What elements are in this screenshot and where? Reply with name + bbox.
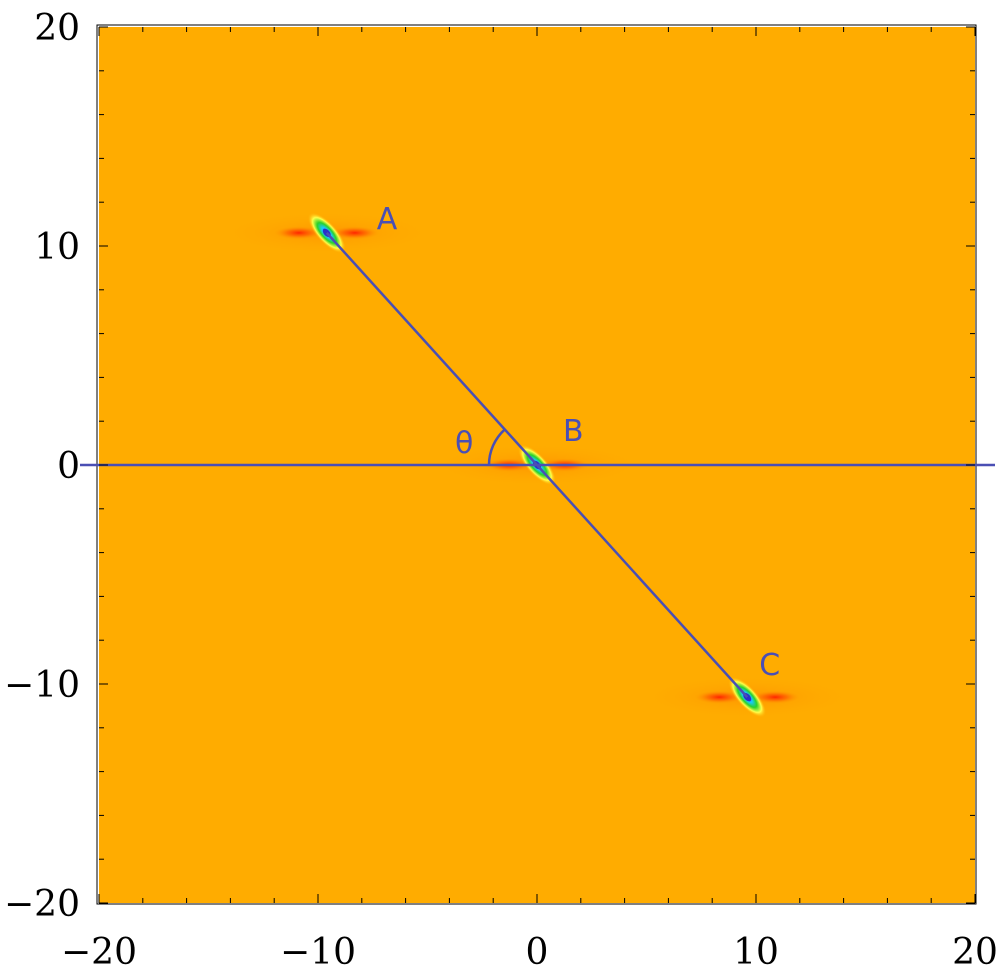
y-tick-label: 20 bbox=[34, 8, 80, 49]
axis-ticks bbox=[98, 26, 976, 904]
y-tick-label: −10 bbox=[4, 665, 80, 706]
x-tick-label: −10 bbox=[280, 932, 356, 973]
angle-arc bbox=[487, 428, 506, 466]
x-tick-label: 0 bbox=[526, 932, 549, 973]
x-tick-label: −20 bbox=[61, 932, 137, 973]
red-lobe-right-a bbox=[328, 225, 381, 240]
y-tick-label: −20 bbox=[4, 884, 80, 925]
angle-label: θ bbox=[455, 426, 473, 461]
point-label-a: A bbox=[377, 202, 398, 237]
red-lobe-right-c bbox=[749, 690, 802, 705]
x-tick-label: 10 bbox=[733, 932, 779, 973]
point-labels: A B C bbox=[377, 202, 780, 683]
point-label-c: C bbox=[759, 648, 780, 683]
y-tick-label: 10 bbox=[34, 227, 80, 268]
axis-tick-labels: −20 −10 0 10 20 20 10 0 −10 −20 bbox=[4, 8, 998, 973]
red-lobe-left-a bbox=[272, 225, 325, 240]
connecting-line bbox=[325, 232, 749, 698]
line-overlay: θ bbox=[80, 232, 995, 698]
y-tick-label: 0 bbox=[57, 446, 80, 487]
x-tick-label: 20 bbox=[952, 932, 998, 973]
point-label-b: B bbox=[563, 414, 584, 449]
red-lobe-left-c bbox=[693, 690, 746, 705]
